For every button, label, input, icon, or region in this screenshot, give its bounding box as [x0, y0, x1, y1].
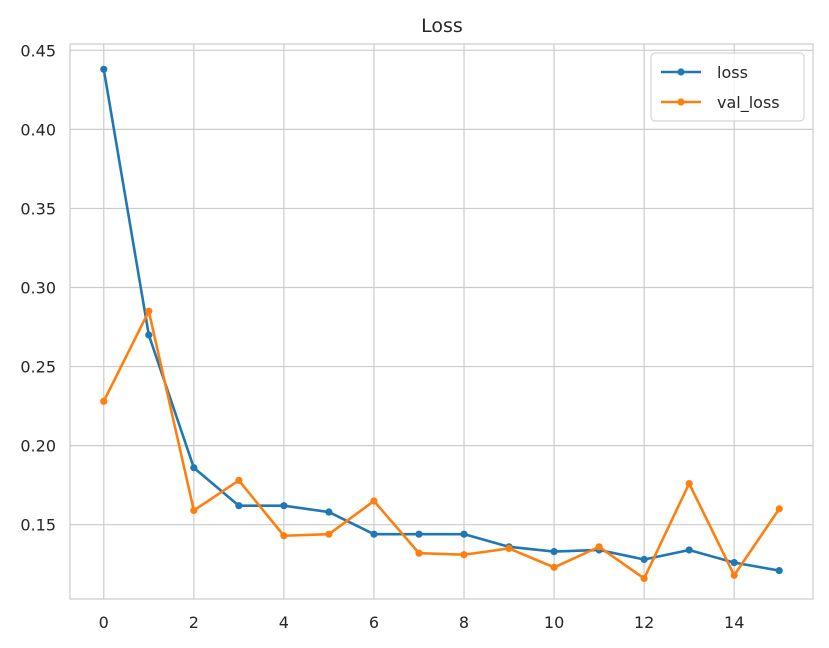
y-tick-label: 0.40	[20, 120, 56, 139]
data-point-val-loss	[685, 479, 693, 488]
legend-marker-val-loss	[677, 98, 685, 106]
data-point-loss	[550, 547, 558, 556]
legend-label-loss: loss	[717, 63, 748, 82]
y-tick-label: 0.15	[20, 516, 56, 535]
chart-title: Loss	[421, 15, 463, 37]
x-tick-label: 8	[459, 613, 469, 632]
data-point-val-loss	[325, 530, 333, 538]
legend: loss val_loss	[650, 52, 805, 122]
data-point-val-loss	[100, 397, 108, 405]
data-point-loss	[145, 331, 153, 339]
legend-box	[650, 52, 805, 122]
data-point-loss	[280, 502, 288, 510]
x-tick-label: 12	[634, 613, 654, 632]
data-point-val-loss	[145, 307, 153, 315]
data-point-val-loss	[550, 563, 558, 571]
y-tick-label: 0.20	[20, 437, 56, 456]
data-point-loss	[415, 530, 423, 538]
plot-area-frame	[69, 43, 814, 600]
series-layer	[100, 65, 783, 583]
y-tick-label: 0.30	[20, 279, 56, 298]
data-point-loss	[370, 530, 378, 538]
series-line-val-loss	[102, 309, 781, 580]
x-tick-label: 0	[99, 613, 109, 632]
data-point-val-loss	[505, 544, 513, 553]
data-point-loss	[190, 464, 198, 472]
data-point-val-loss	[640, 574, 648, 583]
y-tick-label: 0.45	[20, 41, 56, 60]
series-val-loss	[100, 307, 783, 583]
data-point-loss	[325, 508, 333, 516]
y-tick-label: 0.35	[20, 199, 56, 218]
series-line-loss	[102, 68, 781, 572]
x-tick-label: 6	[369, 613, 379, 632]
y-axis-ticks: 0.15 0.20 0.25 0.30 0.35 0.40 0.45	[20, 41, 56, 534]
y-tick-label: 0.25	[20, 358, 56, 377]
data-point-val-loss	[775, 505, 783, 513]
data-point-loss	[100, 65, 108, 73]
data-point-loss	[685, 546, 693, 554]
data-point-loss	[775, 566, 783, 575]
x-tick-label: 2	[189, 613, 199, 632]
x-tick-label: 10	[544, 613, 564, 632]
data-point-val-loss	[595, 543, 603, 551]
data-point-val-loss	[370, 497, 378, 505]
data-point-val-loss	[235, 476, 243, 485]
x-tick-label: 14	[724, 613, 744, 632]
series-loss	[100, 65, 783, 575]
legend-label-val-loss: val_loss	[717, 93, 780, 113]
grid-lines	[70, 44, 813, 599]
legend-marker-loss	[677, 68, 685, 76]
data-point-val-loss	[280, 532, 288, 540]
data-point-loss	[235, 502, 243, 510]
data-point-val-loss	[415, 549, 423, 557]
data-point-val-loss	[460, 551, 468, 559]
data-point-loss	[460, 530, 468, 538]
data-point-val-loss	[190, 506, 198, 515]
x-axis-ticks: 0 2 4 6 8 10 12 14	[99, 613, 745, 632]
x-tick-label: 4	[279, 613, 289, 632]
data-point-val-loss	[730, 571, 738, 579]
data-point-loss	[730, 559, 738, 567]
data-point-loss	[640, 555, 648, 564]
